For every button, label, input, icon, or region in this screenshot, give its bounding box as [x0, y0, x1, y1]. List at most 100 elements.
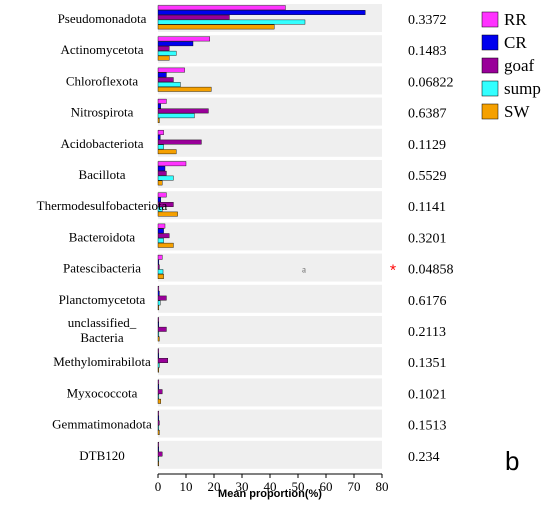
bar-SW: [157, 86, 212, 92]
bar-goaf: [157, 14, 230, 20]
bar-goaf: [157, 358, 169, 363]
bar-sump: [157, 425, 160, 431]
bar-CR: [157, 353, 160, 359]
bar-CR: [157, 446, 160, 452]
p-value: 0.5529: [408, 169, 447, 184]
p-value: 0.1021: [408, 387, 447, 402]
bar-goaf: [157, 170, 167, 176]
bar-RR: [157, 223, 166, 229]
bar-goaf: [157, 46, 170, 51]
bar-CR: [157, 197, 161, 203]
bar-SW: [157, 211, 178, 217]
bar-sump: [157, 456, 160, 462]
row-backgrounds: [158, 4, 382, 469]
bar-sump: [157, 394, 160, 399]
bar-CR: [157, 103, 161, 109]
legend-swatch-CR: [481, 34, 499, 51]
bar-sump: [157, 362, 160, 368]
bar-SW: [157, 430, 160, 435]
row-background: [158, 160, 382, 188]
p-value: 0.6387: [408, 107, 447, 122]
bar-CR: [157, 228, 164, 234]
category-label: Planctomycetota: [59, 292, 146, 307]
bar-RR: [157, 98, 167, 104]
bar-CR: [157, 10, 366, 15]
bar-sump: [157, 82, 181, 87]
bar-sump: [157, 300, 161, 306]
bar-CR: [157, 290, 160, 296]
bar-RR: [157, 130, 164, 135]
bar-goaf: [157, 233, 170, 239]
x-axis-label: Mean proportion(%): [218, 488, 322, 500]
p-value: 0.1141: [408, 200, 446, 215]
bar-sump: [157, 175, 174, 181]
legend-label: sump: [504, 79, 541, 98]
category-label: Gemmatimonadota: [52, 417, 152, 432]
bar-CR: [157, 259, 160, 265]
bar-RR: [157, 161, 187, 167]
row-background: [158, 378, 382, 407]
x-axis: 0 10 20 30 40 50 60 70 80: [155, 473, 389, 494]
bar-sump: [157, 113, 195, 119]
category-label: Pseudomonadota: [58, 11, 147, 26]
significance-star: *: [390, 263, 396, 280]
bar-CR: [157, 134, 161, 140]
p-value: 0.6176: [408, 294, 447, 309]
x-tick-label: 30: [236, 479, 249, 494]
bar-RR: [157, 286, 160, 291]
row-background: [158, 253, 382, 282]
bar-goaf: [157, 420, 160, 426]
legend-swatch-goaf: [481, 57, 499, 74]
category-label: Bacteroidota: [69, 229, 136, 244]
bar-goaf: [157, 295, 167, 301]
panel-label: b: [505, 446, 519, 476]
bar-SW: [157, 305, 160, 311]
bar-sump: [157, 144, 164, 150]
bar-sump: [157, 331, 160, 337]
legend-label: RR: [504, 10, 527, 29]
bar-RR: [157, 67, 185, 73]
bar-SW: [157, 180, 163, 186]
p-values: 0.3372 0.1483 0.06822 0.6387 0.1129 0.5529 0.1…: [408, 13, 454, 465]
x-tick-label: 10: [180, 479, 193, 494]
bar-goaf: [157, 451, 163, 457]
x-tick-label: 0: [155, 479, 162, 494]
bar-goaf: [157, 108, 209, 114]
legend-label: SW: [504, 102, 530, 121]
bar-sump: [157, 206, 163, 212]
bar-CR: [157, 72, 167, 78]
bar-goaf: [157, 77, 174, 83]
bar-SW: [157, 242, 174, 248]
bar-SW: [157, 398, 161, 404]
p-value: 0.3201: [408, 231, 447, 246]
category-label: Nitrospirota: [71, 105, 134, 120]
bar-goaf: [157, 264, 160, 270]
bar-SW: [157, 118, 160, 123]
bar-SW: [157, 149, 177, 155]
bar-goaf: [157, 202, 174, 207]
bar-RR: [157, 317, 160, 323]
p-value: 0.2113: [408, 325, 446, 340]
category-label: Acidobacteriota: [60, 136, 143, 151]
bar-marks: [157, 5, 366, 467]
row-background: [158, 440, 382, 469]
legend-label: CR: [504, 33, 527, 52]
bar-RR: [157, 348, 160, 354]
bar-CR: [157, 384, 160, 390]
p-value: 0.1513: [408, 419, 447, 434]
bar-CR: [157, 166, 166, 171]
bar-SW: [157, 336, 160, 342]
row-background: [158, 409, 382, 438]
x-tick-label: 60: [320, 479, 333, 494]
category-label: Myxococcota: [67, 385, 138, 400]
p-value: 0.06822: [408, 75, 454, 90]
bar-RR: [157, 36, 210, 42]
legend: RR CR goaf sump SW: [481, 10, 541, 121]
category-label: unclassified_ Bacteria: [68, 315, 137, 345]
legend-swatch-SW: [481, 103, 499, 120]
row-background: [158, 347, 382, 376]
bar-CR: [157, 41, 194, 47]
bar-sump: [157, 238, 164, 243]
p-value: 0.3372: [408, 13, 447, 28]
